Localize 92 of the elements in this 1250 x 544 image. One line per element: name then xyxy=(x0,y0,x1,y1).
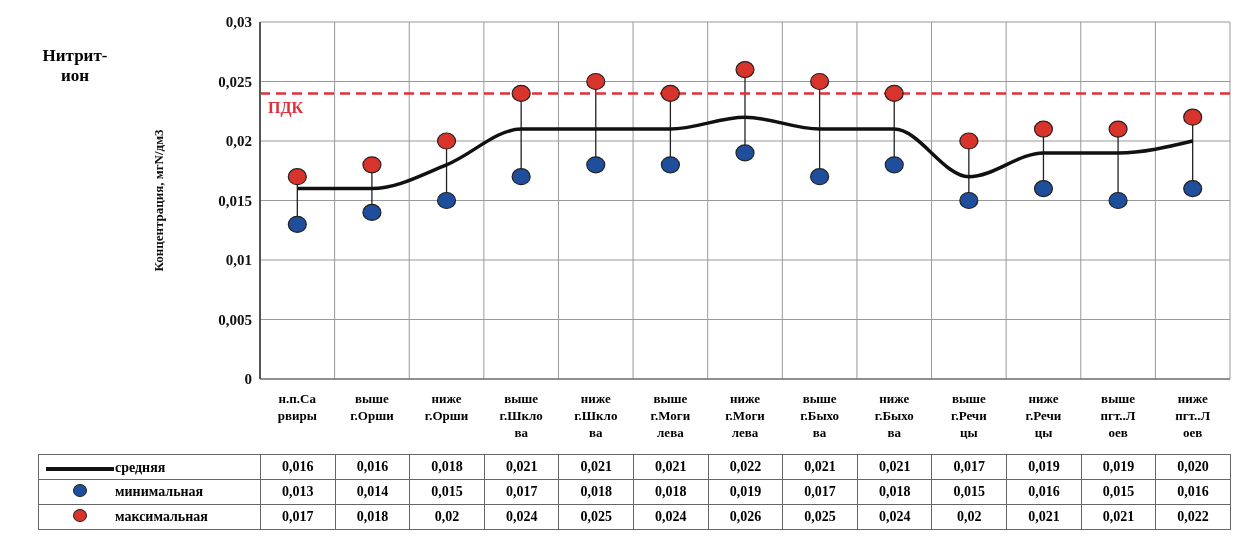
y-tick-label: 0,01 xyxy=(225,252,252,269)
legend-label: минимальная xyxy=(115,484,204,500)
y-tick-label: 0,025 xyxy=(218,73,252,90)
point xyxy=(735,144,755,162)
data-label: 0,024 xyxy=(484,504,559,530)
legend-label: максимальная xyxy=(115,509,208,525)
point xyxy=(511,168,531,186)
text: Нитрит-ион xyxy=(41,46,109,86)
data-label: 0,014 xyxy=(335,479,410,505)
x-tick-label: ниже г.Орши xyxy=(424,391,469,423)
x-tick-label: ниже г.Речицы xyxy=(1025,391,1062,440)
data-label: 0,021 xyxy=(1006,504,1082,530)
data-label: 0,019 xyxy=(708,479,783,505)
data-label: 0,021 xyxy=(1081,504,1156,530)
y-tick-label: 0,005 xyxy=(218,311,252,328)
x-tick-label: выше г.Орши xyxy=(350,391,395,423)
data-label: 0,013 xyxy=(260,479,336,505)
point xyxy=(810,72,830,91)
data-label: 0,020 xyxy=(1155,454,1231,480)
y-tick-label: 0 xyxy=(244,371,252,388)
point xyxy=(586,156,606,174)
data-label: 0,026 xyxy=(708,504,783,530)
point xyxy=(735,61,755,79)
point xyxy=(436,132,457,150)
point xyxy=(884,156,904,174)
point xyxy=(362,156,382,174)
data-label: 0,021 xyxy=(782,454,858,480)
point xyxy=(1033,180,1054,198)
point xyxy=(660,156,680,174)
x-tick-label: выше г.Речицы xyxy=(950,391,988,440)
x-tick-label: выше г.Быхова xyxy=(800,391,840,440)
point xyxy=(436,191,457,210)
x-tick-label: ниже г.Быхова xyxy=(874,391,914,440)
point xyxy=(1183,108,1203,126)
data-label: 0,016 xyxy=(260,454,336,480)
data-label: 0,017 xyxy=(782,479,858,505)
data-label: 0,019 xyxy=(1006,454,1082,480)
data-label: 0,022 xyxy=(1155,504,1231,530)
point xyxy=(362,203,382,221)
point xyxy=(884,84,904,102)
y-tick-label: 0,015 xyxy=(218,192,252,209)
data-label: 0,02 xyxy=(931,504,1007,530)
point xyxy=(1183,180,1203,198)
data-label: 0,015 xyxy=(409,479,485,505)
data-label: 0,025 xyxy=(782,504,858,530)
point xyxy=(287,168,307,186)
x-tick-label: н.п.Сарвиры xyxy=(277,391,317,423)
point xyxy=(1108,191,1128,210)
data-label: 0,024 xyxy=(633,504,709,530)
line-series xyxy=(295,115,1195,191)
point xyxy=(959,191,979,210)
x-tick-label: ниже г.Могилева xyxy=(725,391,766,440)
point xyxy=(810,168,830,186)
point xyxy=(1108,120,1128,138)
data-label: 0,018 xyxy=(409,454,485,480)
data-label: 0,024 xyxy=(857,504,932,530)
data-label: 0,019 xyxy=(1081,454,1156,480)
x-tick-label: ниже г.Шклова xyxy=(574,391,618,440)
data-label: 0,015 xyxy=(931,479,1007,505)
point xyxy=(660,84,680,102)
data-label: 0,016 xyxy=(1155,479,1231,505)
data-label: 0,016 xyxy=(1006,479,1082,505)
x-tick-label: ниже пгт..Лоев xyxy=(1175,391,1211,440)
data-label: 0,021 xyxy=(558,454,634,480)
x-tick-label: выше пгт..Лоев xyxy=(1100,391,1136,440)
y-axis-title: Концентрация, мгN/дм3 xyxy=(150,129,166,272)
data-label: 0,017 xyxy=(931,454,1007,480)
point xyxy=(1033,120,1054,138)
data-label: 0,02 xyxy=(409,504,485,530)
data-label: 0,016 xyxy=(335,454,410,480)
point xyxy=(511,84,531,102)
legend-label: средняя xyxy=(115,459,166,475)
data-label: 0,018 xyxy=(633,479,709,505)
data-label: 0,021 xyxy=(857,454,932,480)
data-label: 0,017 xyxy=(260,504,336,530)
data-label: 0,018 xyxy=(335,504,410,530)
data-label: 0,018 xyxy=(558,479,634,505)
data-label: 0,017 xyxy=(484,479,559,505)
x-tick-label: выше г.Шклова xyxy=(499,391,543,440)
y-tick-label: 0,03 xyxy=(225,14,252,31)
data-label: 0,025 xyxy=(558,504,634,530)
data-label: 0,018 xyxy=(857,479,932,505)
ref-line-label: ПДК xyxy=(268,98,304,117)
x-tick-label: выше г.Могилева xyxy=(650,391,691,440)
point xyxy=(586,72,606,91)
data-label: 0,022 xyxy=(708,454,783,480)
y-tick-label: 0,02 xyxy=(225,133,252,150)
data-label: 0,021 xyxy=(484,454,559,480)
point xyxy=(959,132,979,150)
data-label: 0,015 xyxy=(1081,479,1156,505)
data-label: 0,021 xyxy=(633,454,709,480)
point xyxy=(287,215,307,233)
